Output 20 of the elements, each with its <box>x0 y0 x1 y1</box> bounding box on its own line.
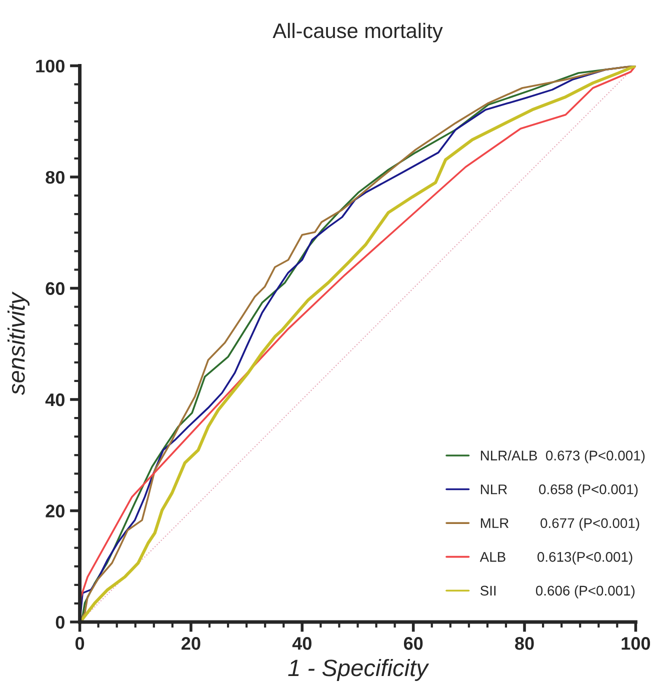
legend-label: MLR 0.677 (P<0.001) <box>480 518 640 531</box>
legend-label: ALB 0.613(P<0.001) <box>480 552 632 565</box>
x-tick-label: 80 <box>515 637 534 650</box>
x-tick-label: 60 <box>404 637 423 650</box>
x-tick-label: 100 <box>622 637 650 650</box>
y-tick-label: 60 <box>46 282 64 295</box>
y-tick-label: 40 <box>45 393 64 406</box>
y-axis-title: sensitivity <box>8 292 30 395</box>
y-tick-label: 100 <box>36 60 64 72</box>
chart-title: All-cause mortality <box>272 22 443 42</box>
x-tick-label: 0 <box>75 637 84 650</box>
x-tick-label: 20 <box>182 637 200 650</box>
legend-label: NLR 0.658 (P<0.001) <box>480 484 638 498</box>
legend-label: NLR/ALB 0.673 (P<0.001) <box>480 450 645 464</box>
legend-label: SII 0.606 (P<0.001) <box>480 585 635 598</box>
y-tick-label: 20 <box>46 504 64 518</box>
x-tick-label: 40 <box>292 637 312 650</box>
y-tick-label: 0 <box>56 616 64 629</box>
y-tick-label: 80 <box>46 170 64 184</box>
x-axis-title: 1 - Specificity <box>288 658 430 681</box>
